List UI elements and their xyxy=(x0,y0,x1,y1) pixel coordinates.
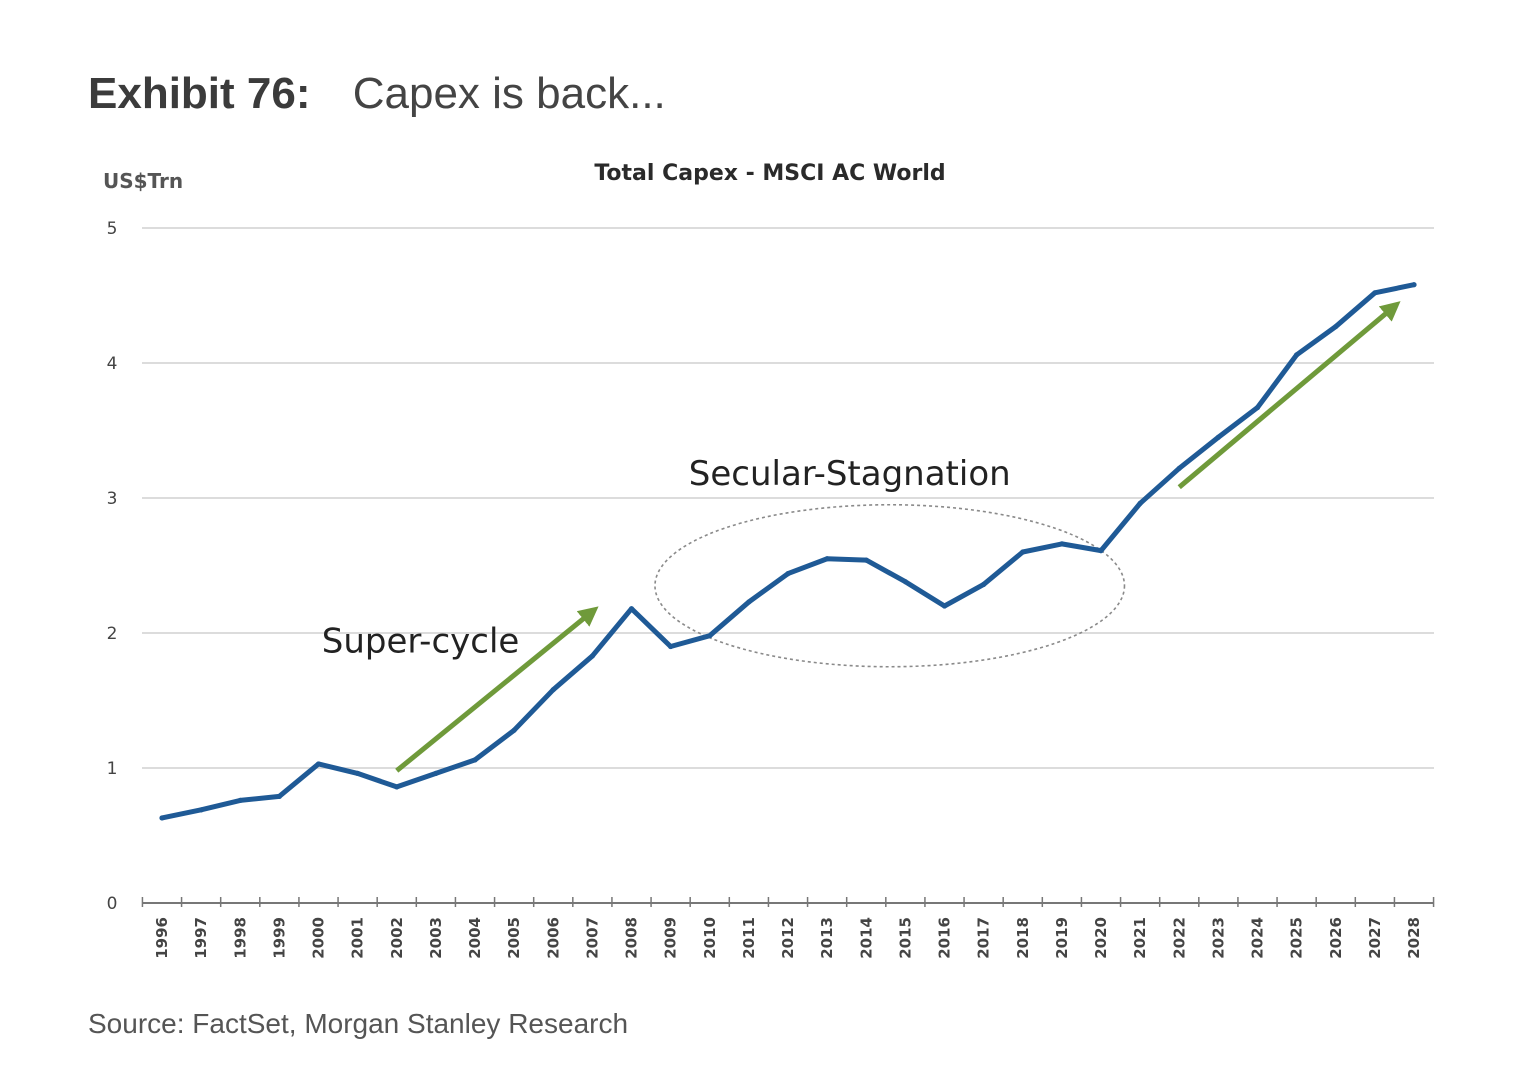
series-layer xyxy=(159,282,1417,821)
data-point xyxy=(1020,549,1026,555)
x-tick-label: 1999 xyxy=(270,917,288,959)
data-point xyxy=(1294,352,1300,358)
data-point xyxy=(746,599,752,605)
stagnation-ellipse xyxy=(654,503,1126,668)
x-tick-label: 1996 xyxy=(153,917,171,959)
data-point xyxy=(1372,290,1378,296)
x-tick-label: 2014 xyxy=(857,917,875,959)
data-point xyxy=(1333,323,1339,330)
data-point xyxy=(355,770,361,777)
data-point xyxy=(707,633,713,639)
data-point xyxy=(981,581,987,588)
exhibit-heading: Exhibit 76: Capex is back... xyxy=(88,66,666,122)
data-point xyxy=(159,815,165,821)
x-tick-label: 2011 xyxy=(740,917,758,959)
x-tick-label: 2015 xyxy=(896,917,914,959)
x-tick-label: 2018 xyxy=(1014,917,1032,959)
data-point xyxy=(863,557,869,563)
x-tick-label: 2000 xyxy=(310,917,328,959)
x-tick-label: 1998 xyxy=(231,917,249,959)
data-point xyxy=(589,653,595,659)
x-tick-label: 2007 xyxy=(583,917,601,959)
exhibit-label: Exhibit 76: xyxy=(88,69,311,118)
x-tick-label: 2002 xyxy=(388,917,406,959)
capex-series-line xyxy=(159,282,1417,821)
data-point xyxy=(785,571,791,577)
data-point xyxy=(198,807,204,813)
x-tick-label: 2017 xyxy=(975,917,993,959)
x-tick-label: 2022 xyxy=(1170,917,1188,959)
data-point xyxy=(824,556,830,562)
trend-arrow xyxy=(395,606,599,773)
data-point xyxy=(237,797,243,804)
x-tick-label: 2003 xyxy=(427,917,445,959)
x-tick-label: 2006 xyxy=(544,917,562,959)
y-tick-label: 5 xyxy=(107,219,118,239)
annotation-label: Secular-Stagnation xyxy=(689,454,1011,494)
x-tick-label: 2023 xyxy=(1209,917,1227,959)
x-tick-label: 2005 xyxy=(505,917,523,959)
data-point xyxy=(394,784,400,790)
data-point xyxy=(628,606,635,612)
y-tick-label: 2 xyxy=(107,624,118,644)
y-axis-ticks: 0 1 2 3 4 5 xyxy=(107,219,118,914)
data-point xyxy=(276,793,282,799)
x-tick-label: 2010 xyxy=(701,917,719,959)
x-tick-label: 2001 xyxy=(349,917,367,959)
data-point xyxy=(1254,404,1261,411)
x-tick-label: 1997 xyxy=(192,917,210,959)
x-tick-label: 2016 xyxy=(936,917,954,959)
x-tick-label: 2009 xyxy=(662,917,680,959)
exhibit-title: Capex is back... xyxy=(352,69,666,118)
x-tick-label: 2008 xyxy=(623,917,641,959)
data-point xyxy=(1215,434,1221,440)
data-point xyxy=(941,603,948,609)
data-point xyxy=(472,757,478,763)
y-tick-label: 3 xyxy=(107,489,118,509)
x-tick-label: 2021 xyxy=(1131,917,1149,959)
data-point xyxy=(1098,548,1104,554)
y-axis-unit-label: US$Trn xyxy=(103,169,183,193)
data-point xyxy=(433,770,439,777)
x-tick-label: 2013 xyxy=(818,917,836,959)
trend-arrow xyxy=(1177,301,1401,490)
data-point xyxy=(511,727,517,733)
source-note: Source: FactSet, Morgan Stanley Research xyxy=(88,1008,629,1039)
x-axis: 1996 1997 1998 1999 2000 2001 2002 2003 2004 2005… xyxy=(141,897,1435,959)
data-point xyxy=(1059,541,1065,547)
chart-title: Total Capex - MSCI AC World xyxy=(594,161,945,186)
gridlines xyxy=(142,227,1434,769)
data-point xyxy=(1411,282,1417,288)
x-tick-label: 2019 xyxy=(1053,917,1071,959)
annotations: Super-cycle Secular-Stagnation xyxy=(322,301,1401,773)
x-tick-label: 2027 xyxy=(1366,917,1384,959)
data-point xyxy=(902,579,908,585)
data-point xyxy=(550,687,556,693)
annotation-label: Super-cycle xyxy=(322,622,520,662)
x-tick-label: 2024 xyxy=(1249,917,1267,959)
data-point xyxy=(668,643,674,650)
data-point xyxy=(1137,500,1143,506)
x-tick-label: 2004 xyxy=(466,917,484,959)
y-tick-label: 4 xyxy=(107,354,118,374)
x-tick-label: 2028 xyxy=(1405,917,1423,959)
y-tick-label: 0 xyxy=(107,894,118,914)
data-point xyxy=(1176,465,1182,471)
data-point xyxy=(315,761,322,767)
y-tick-label: 1 xyxy=(107,759,118,779)
x-tick-label: 2012 xyxy=(779,917,797,959)
x-tick-label: 2026 xyxy=(1327,917,1345,959)
x-tick-label: 2025 xyxy=(1288,917,1306,959)
x-tick-label: 2020 xyxy=(1092,917,1110,959)
